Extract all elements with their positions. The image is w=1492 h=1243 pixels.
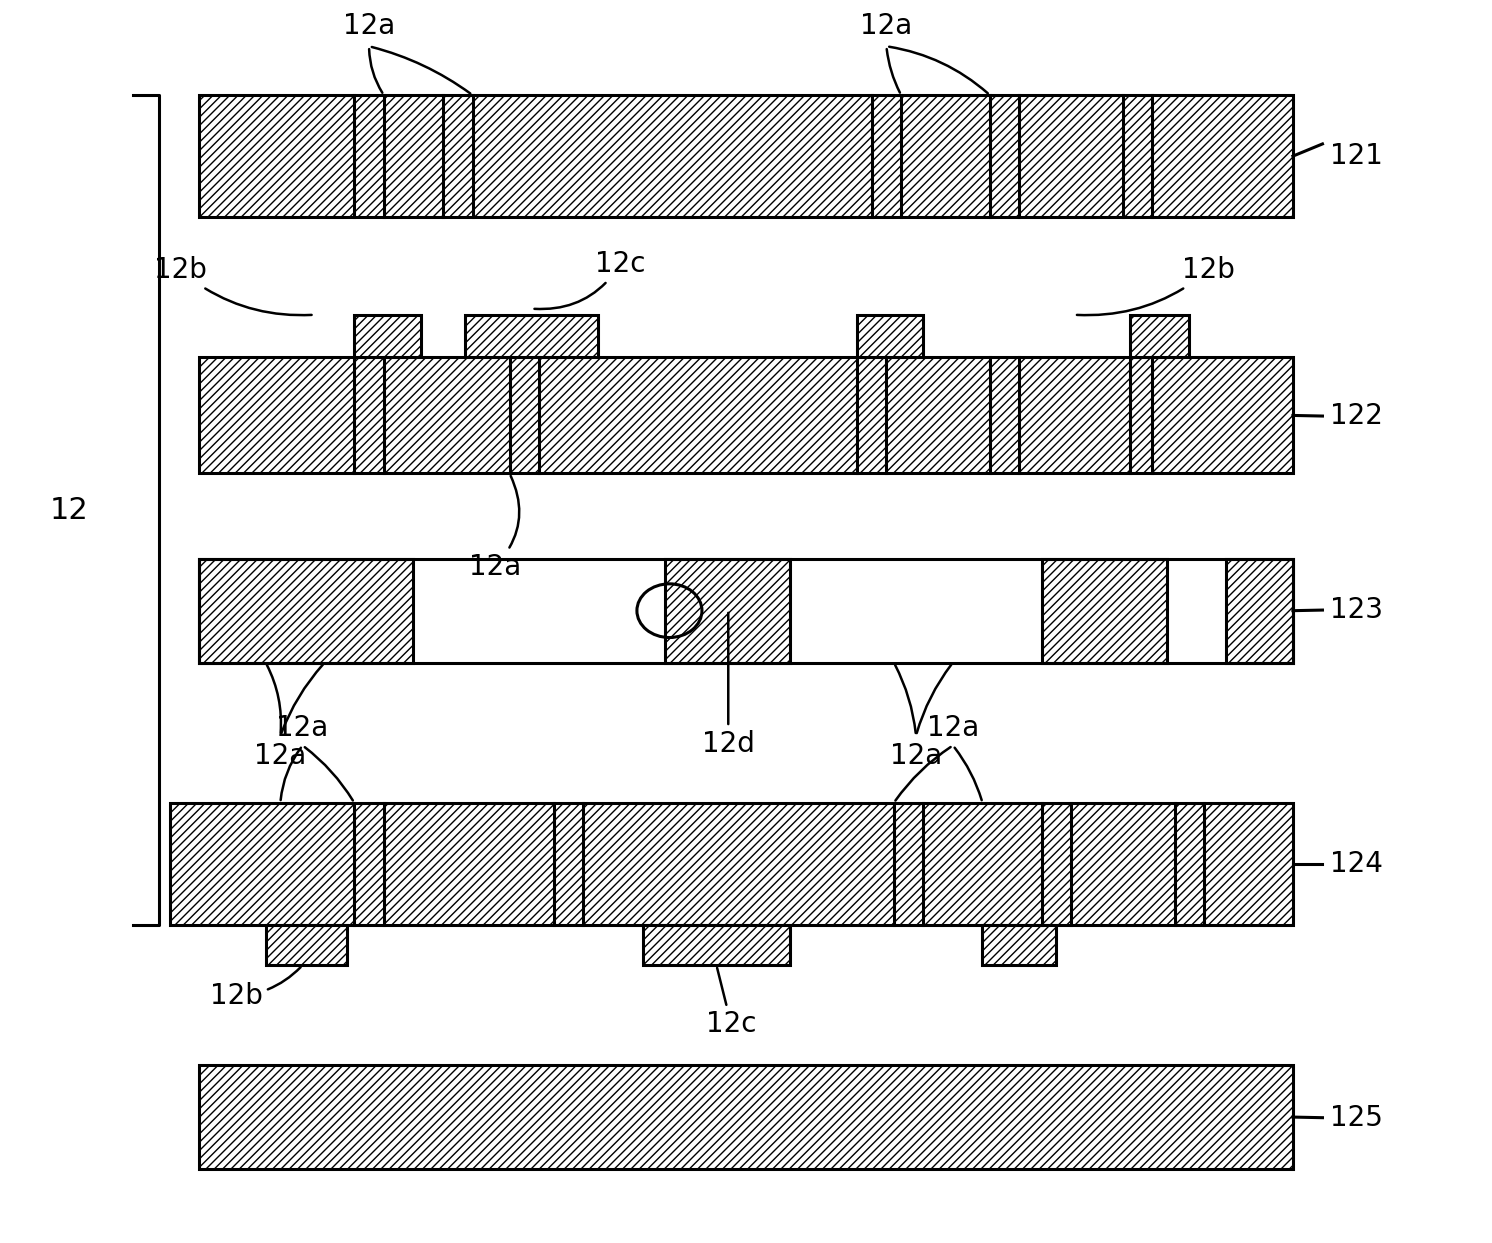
Bar	[198, 559, 413, 663]
Text: 12b: 12b	[1077, 256, 1235, 316]
Text: 12a: 12a	[276, 713, 328, 742]
Text: 12c: 12c	[706, 968, 756, 1038]
Bar	[983, 925, 1056, 965]
Bar	[665, 559, 791, 663]
Text: 12a: 12a	[861, 12, 913, 40]
Text: 124: 124	[1329, 850, 1383, 878]
Bar	[1041, 559, 1167, 663]
Bar	[170, 803, 1294, 925]
Bar	[198, 1065, 1294, 1168]
Bar	[354, 314, 421, 358]
Text: 121: 121	[1329, 142, 1383, 170]
Text: 12a: 12a	[468, 476, 521, 580]
Text: 12b: 12b	[209, 967, 301, 1011]
Bar	[1131, 314, 1189, 358]
Text: 123: 123	[1329, 597, 1383, 624]
Text: 12c: 12c	[534, 250, 646, 310]
Text: 12a: 12a	[254, 742, 306, 769]
Bar	[856, 314, 924, 358]
Text: 122: 122	[1329, 401, 1383, 430]
Text: 12a: 12a	[343, 12, 395, 40]
Bar	[643, 925, 791, 965]
Text: 12a: 12a	[889, 742, 941, 769]
Text: 12d: 12d	[701, 613, 755, 758]
Bar	[466, 314, 598, 358]
Bar	[198, 358, 1294, 474]
Bar	[198, 559, 1294, 663]
Text: 12: 12	[49, 496, 88, 525]
Text: 12b: 12b	[154, 256, 312, 316]
Bar	[198, 96, 1294, 218]
Bar	[266, 925, 348, 965]
Text: 12a: 12a	[927, 713, 979, 742]
Bar	[1226, 559, 1294, 663]
Text: 125: 125	[1329, 1104, 1383, 1131]
